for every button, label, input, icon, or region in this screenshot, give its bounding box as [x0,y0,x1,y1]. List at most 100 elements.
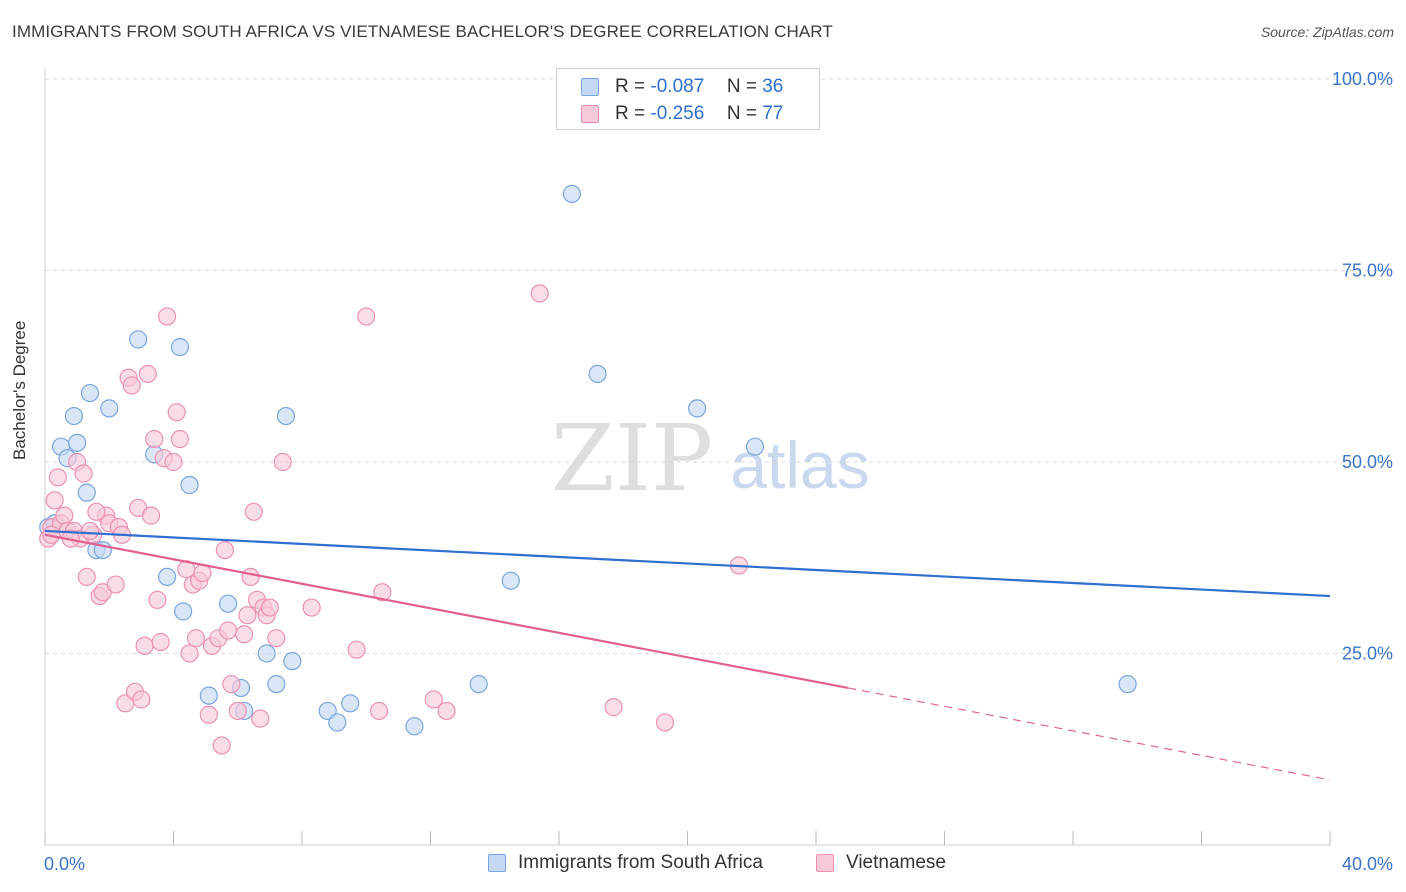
data-point-pink [604,698,623,717]
data-point-blue [100,399,119,418]
data-point-blue [405,717,424,736]
data-point-pink [74,464,93,483]
data-point-blue [283,652,302,671]
data-point-blue [341,694,360,713]
data-point-pink [80,521,100,541]
data-point-blue [588,364,607,384]
source-label: Source: ZipAtlas.com [1260,24,1394,40]
data-point-blue [157,567,177,587]
r-value: -0.087 [650,76,705,97]
data-point-pink [370,701,389,721]
r-label: R = [615,76,646,97]
x-tick-label: 40.0% [1342,854,1393,874]
n-label: N = [726,76,757,97]
watermark-zip: ZIP [551,405,713,512]
data-point-pink [167,403,186,422]
data-point-pink [141,506,161,525]
data-point-blue [328,713,347,732]
data-point-pink [215,540,234,560]
data-point-pink [238,606,257,625]
data-point-pink [180,644,199,663]
legend-swatch-pink [581,105,599,123]
trendline-pink [44,533,849,690]
data-point-blue [174,602,193,621]
legend-swatch-blue [581,78,599,96]
data-point-blue [267,675,286,694]
data-point-pink [244,502,263,521]
data-point-pink [77,567,96,587]
y-tick-label: 25.0% [1342,644,1393,664]
legend-label: Vietnamese [846,852,946,873]
data-point-blue [80,383,100,403]
data-point-blue [501,571,520,590]
data-point-pink [122,376,141,395]
trendline-pink-dashed [848,687,1331,781]
y-tick-label: 75.0% [1342,261,1393,281]
data-point-blue [276,406,296,426]
data-point-blue [1118,675,1137,694]
data-point-pink [655,713,675,732]
data-point-pink [302,598,321,617]
data-point-blue [219,594,238,613]
data-point-pink [235,625,254,644]
data-point-blue [688,399,707,418]
r-label: R = [615,103,646,124]
data-point-blue [64,406,84,426]
data-point-blue [745,437,765,456]
data-point-pink [186,629,206,648]
data-point-blue [562,184,581,203]
y-axis-label: Bachelor's Degree [10,320,29,460]
data-point-pink [138,364,157,384]
data-point-pink [357,307,376,326]
data-point-blue [180,475,199,495]
legend-swatch-blue [488,854,506,872]
y-tick-label: 50.0% [1342,452,1393,472]
legend-label: Immigrants from South Africa [518,852,763,873]
data-point-pink [48,468,67,487]
data-point-pink [424,690,443,709]
data-point-pink [241,567,260,587]
n-value: 36 [762,76,784,97]
data-point-pink [170,429,190,449]
stats-legend: R = -0.087 N = 36 R = -0.256 N = 77 [556,68,820,130]
data-point-pink [251,709,270,728]
data-point-pink [45,491,64,510]
bottom-legend: Immigrants from South Africa Vietnamese [0,852,1406,878]
data-point-pink [148,590,167,609]
y-tick-label: 100.0% [1332,69,1393,89]
data-point-pink [260,598,279,617]
data-point-blue [469,675,488,694]
data-point-pink [222,675,241,694]
data-point-pink [273,452,292,472]
legend-swatch-pink [816,854,834,872]
data-point-blue [170,338,190,357]
n-label: N = [726,103,757,124]
data-point-pink [228,701,247,721]
data-point-pink [267,629,286,648]
data-point-pink [347,640,366,659]
data-point-pink [373,583,392,602]
data-point-pink [132,690,151,709]
data-point-blue [68,433,87,452]
data-point-pink [219,621,238,640]
data-point-pink [145,429,164,449]
series-pink [39,284,749,755]
data-point-pink [530,284,549,303]
data-point-pink [157,307,177,326]
data-point-blue [199,686,218,705]
data-point-blue [77,483,96,502]
data-point-blue [257,644,276,663]
r-value: -0.256 [650,103,705,124]
data-point-pink [87,502,106,521]
data-point-pink [55,506,74,525]
n-value: 77 [762,103,784,124]
x-tick-label: 0.0% [44,854,85,874]
data-point-pink [135,636,154,655]
data-point-pink [106,575,125,594]
data-point-pink [164,452,183,472]
chart-title: IMMIGRANTS FROM SOUTH AFRICA VS VIETNAME… [12,22,833,41]
series-blue [39,184,1137,736]
data-point-pink [151,632,170,652]
trendline-blue [44,529,1331,598]
